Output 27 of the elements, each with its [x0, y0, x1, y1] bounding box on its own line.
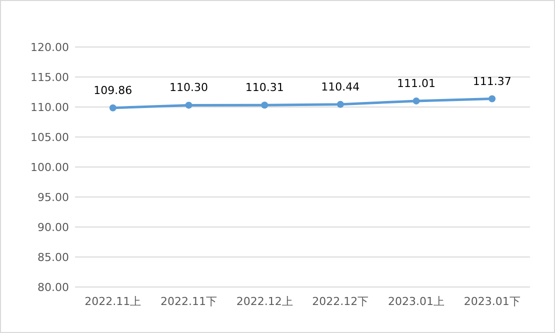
x-tick-label: 2022.11下: [160, 295, 217, 308]
text: 111.37: [472, 74, 512, 88]
y-tick-label: 85.00: [38, 250, 69, 264]
point: [261, 102, 268, 109]
y-tick-label: 120.00: [30, 40, 69, 54]
point: [488, 95, 496, 102]
text: 109.86: [94, 84, 132, 97]
x-tick-label: 2023.01上: [388, 295, 444, 308]
y-tick-label: 100.00: [30, 160, 69, 174]
text: 110.31: [245, 81, 284, 94]
text: 111.01: [397, 76, 436, 90]
x-tick-label: 2023.01下: [464, 295, 520, 308]
y-tick-label: 90.00: [38, 220, 69, 234]
point: [412, 97, 420, 104]
y-tick-label: 80.00: [38, 280, 69, 294]
y-tick-label: 115.00: [30, 70, 69, 84]
text: 110.30: [170, 81, 208, 94]
y-tick-label: 95.00: [38, 190, 69, 204]
point: [109, 104, 116, 112]
x-tick-label: 2022.12下: [312, 295, 369, 308]
y-tick-label: 110.00: [30, 100, 69, 114]
text: 110.44: [321, 80, 360, 94]
x-tick-label: 2022.11上: [84, 295, 142, 308]
point: [185, 102, 192, 109]
point: [336, 100, 344, 108]
x-tick-label: 2022.12上: [236, 295, 293, 308]
y-tick-label: 105.00: [30, 130, 69, 144]
